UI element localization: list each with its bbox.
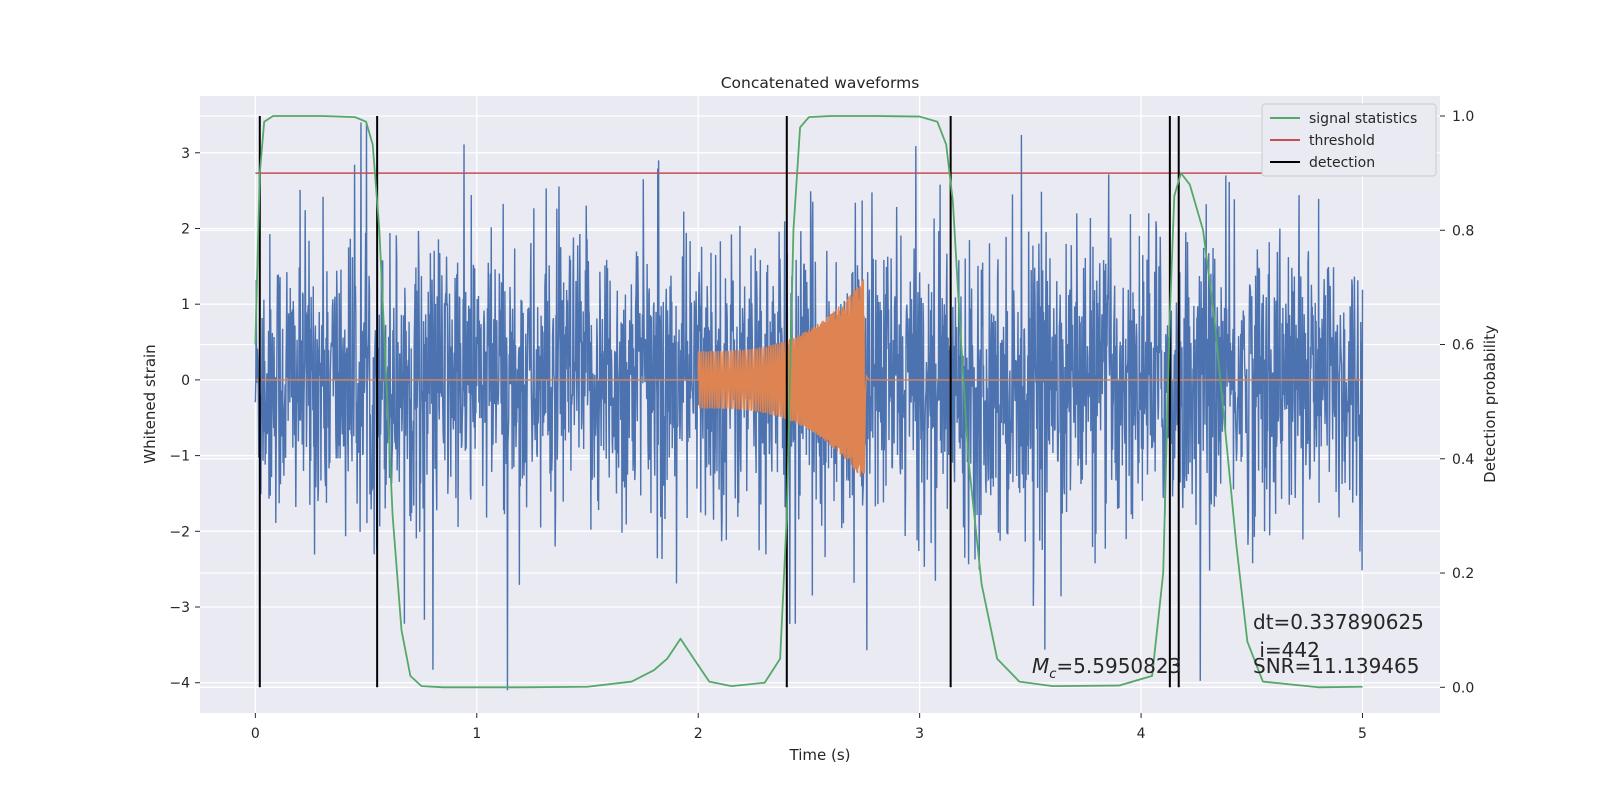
y2-tick-label: 0.8: [1452, 223, 1474, 239]
legend: signal statistics threshold detection: [1261, 103, 1437, 177]
y2-tick-label: 0.2: [1452, 566, 1474, 582]
y-tick-label: 1: [181, 297, 190, 313]
y-tick-label: −3: [169, 600, 190, 616]
snr-annotation: SNR=11.139465: [1253, 654, 1419, 678]
x-axis-ticks: 0 1 2 3 4 5: [251, 713, 1367, 742]
y2-tick-label: 0.6: [1452, 338, 1474, 354]
y-tick-label: 2: [181, 221, 190, 237]
annotations: Mc=5.5950823 dt=0.337890625 i=442 SNR=11…: [1032, 610, 1424, 682]
y-tick-label: −2: [169, 524, 190, 540]
y-tick-label: −1: [169, 449, 190, 465]
legend-label: threshold: [1309, 133, 1375, 149]
template-series: [255, 279, 1363, 478]
y2-tick-label: 0.4: [1452, 452, 1474, 468]
dt-annotation: dt=0.337890625: [1253, 610, 1424, 634]
x-tick-label: 0: [251, 726, 260, 742]
chirp-mass-annotation: Mc=5.5950823: [1032, 654, 1181, 682]
legend-label: detection: [1309, 155, 1375, 171]
y-tick-label: −4: [169, 676, 190, 692]
y-tick-label: 3: [181, 146, 190, 162]
detection-series: [258, 115, 1180, 688]
x-axis-label: Time (s): [789, 746, 851, 764]
legend-box: [1261, 103, 1437, 177]
y-axis-ticks: −4 −3 −2 −1 0 1 2 3: [169, 146, 200, 692]
legend-label: signal statistics: [1309, 111, 1417, 127]
y-axis-label: Whitened strain: [141, 344, 159, 463]
index-annotation: i=442: [1253, 638, 1320, 662]
template-line: [255, 279, 1363, 478]
y-tick-label: 0: [181, 373, 190, 389]
y2-axis-label: Detection probability: [1481, 325, 1499, 483]
x-tick-label: 3: [915, 726, 924, 742]
x-tick-label: 4: [1137, 726, 1146, 742]
y2-axis-ticks: 0.0 0.2 0.4 0.6 0.8 1.0: [1440, 109, 1474, 696]
y2-tick-label: 0.0: [1452, 680, 1474, 696]
x-tick-label: 2: [694, 726, 703, 742]
x-tick-label: 1: [472, 726, 481, 742]
chart-title: Concatenated waveforms: [721, 74, 920, 92]
y2-tick-label: 1.0: [1452, 109, 1474, 125]
signal-statistics-series: [254, 115, 1363, 689]
signal-statistics-line: [254, 115, 1363, 689]
x-tick-label: 5: [1358, 726, 1367, 742]
